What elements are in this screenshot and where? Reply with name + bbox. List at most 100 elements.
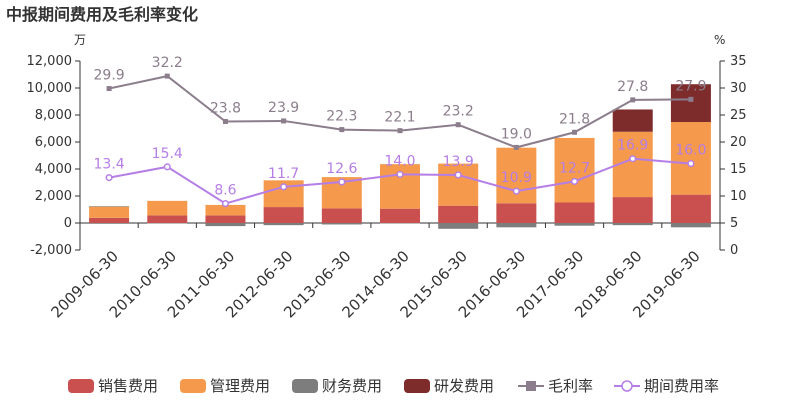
point-expense-ratio	[163, 163, 171, 171]
legend-label: 销售费用	[98, 377, 158, 395]
legend-label: 财务费用	[322, 377, 382, 395]
bar-segment	[263, 207, 304, 223]
bar-segment	[554, 202, 595, 223]
legend-label: 管理费用	[210, 377, 270, 395]
left-tick-label: -2,000	[30, 243, 72, 258]
bar-segment	[612, 109, 653, 132]
bar-segment	[89, 206, 130, 218]
bar-segment	[554, 223, 595, 226]
left-tick-label: 2,000	[35, 189, 72, 204]
data-label-gross-margin: 23.8	[210, 100, 241, 116]
bar-segment	[380, 208, 420, 223]
data-label-gross-margin: 23.2	[443, 104, 474, 120]
data-label-expense-ratio: 13.9	[443, 154, 474, 170]
point-gross-margin	[630, 97, 636, 103]
right-tick-label: 25	[730, 108, 747, 123]
right-tick-label: 10	[730, 189, 747, 204]
point-expense-ratio	[629, 155, 637, 163]
bar-segment	[147, 215, 188, 223]
bar-segment	[205, 223, 246, 227]
data-label-expense-ratio: 12.6	[326, 161, 357, 177]
point-expense-ratio	[338, 178, 346, 186]
right-tick-label: 30	[730, 81, 747, 96]
bars	[89, 84, 711, 229]
bar-segment	[496, 223, 537, 228]
right-tick-label: 5	[730, 216, 738, 231]
legend-swatch	[292, 379, 318, 393]
bar-segment	[670, 122, 711, 195]
point-expense-ratio	[570, 177, 579, 185]
lines	[105, 73, 695, 208]
data-label-gross-margin: 29.9	[94, 68, 125, 84]
point-gross-margin	[222, 118, 228, 124]
point-expense-ratio	[512, 187, 520, 195]
legend-swatch	[68, 379, 94, 393]
bar-segment	[147, 223, 188, 224]
data-label-gross-margin: 23.9	[268, 100, 299, 116]
legend-marker	[621, 380, 633, 392]
left-tick-label: 10,000	[27, 81, 73, 96]
point-gross-margin	[572, 129, 578, 135]
left-tick-label: 12,000	[27, 54, 73, 69]
bar-segment	[438, 205, 479, 223]
right-tick-label: 0	[730, 243, 738, 258]
data-label-expense-ratio: 16.0	[675, 143, 706, 159]
data-label-expense-ratio: 14.0	[384, 153, 415, 169]
bar-segment	[380, 223, 420, 224]
point-gross-margin	[339, 127, 345, 133]
point-gross-margin	[106, 86, 112, 92]
data-label-expense-ratio: 15.4	[152, 146, 183, 162]
chart-title: 中报期间费用及毛利率变化	[6, 5, 198, 24]
legend-label: 研发费用	[434, 377, 494, 395]
bar-segment	[612, 197, 653, 223]
data-label-expense-ratio: 10.9	[501, 170, 532, 186]
data-label-expense-ratio: 16.9	[617, 138, 648, 154]
right-tick-label: 20	[730, 135, 747, 150]
data-label-gross-margin: 19.0	[501, 126, 532, 142]
point-gross-margin	[281, 118, 287, 124]
data-label-expense-ratio: 11.7	[268, 166, 299, 182]
legend-label: 期间费用率	[644, 377, 719, 395]
bar-segment	[496, 203, 537, 223]
bar-segment	[670, 223, 711, 228]
bar-segment	[89, 206, 130, 207]
bar-segment	[380, 164, 420, 209]
bar-segment	[89, 217, 130, 223]
data-labels: 29.9 32.2 23.8 23.9 22.3 22.1 23.2 19.0 21.8 27.8…	[94, 55, 707, 198]
bar-segment	[670, 194, 711, 223]
category-labels: 2009-06-302010-06-302011-06-302012-06-30…	[48, 247, 704, 321]
bar-segment	[321, 223, 362, 225]
point-gross-margin	[688, 96, 694, 102]
data-label-gross-margin: 27.9	[675, 78, 706, 94]
point-gross-margin	[164, 73, 170, 79]
data-label-gross-margin: 32.2	[152, 55, 183, 71]
point-expense-ratio	[105, 174, 113, 182]
right-tick-label: 35	[730, 54, 747, 69]
left-tick-label: 8,000	[35, 108, 72, 123]
bar-segment	[612, 223, 653, 226]
point-expense-ratio	[396, 170, 404, 178]
bar-segment	[554, 137, 595, 203]
right-tick-label: 15	[730, 162, 747, 177]
legend-swatch	[180, 379, 206, 393]
bar-segment	[438, 223, 479, 229]
left-axis-unit: 万	[74, 33, 86, 47]
data-label-expense-ratio: 8.6	[214, 183, 236, 199]
data-label-gross-margin: 27.8	[617, 79, 648, 95]
legend: 销售费用 管理费用 财务费用 研发费用 毛利率 期间费用率	[68, 377, 719, 395]
bar-segment	[205, 215, 246, 223]
data-label-gross-margin: 22.1	[384, 110, 415, 126]
point-gross-margin	[397, 128, 403, 134]
point-gross-margin	[513, 144, 519, 150]
axes: -2,000 0 2,000 4,000 6,000 8,000 10,000 12,000 0…	[27, 54, 747, 258]
data-label-expense-ratio: 12.7	[559, 160, 590, 176]
bar-segment	[147, 200, 188, 216]
legend-marker	[526, 381, 536, 391]
point-expense-ratio	[454, 171, 462, 179]
bar-segment	[263, 223, 304, 226]
point-expense-ratio	[687, 160, 695, 168]
data-label-gross-margin: 22.3	[326, 109, 357, 125]
point-expense-ratio	[280, 183, 288, 191]
data-label-expense-ratio: 13.4	[94, 157, 125, 173]
